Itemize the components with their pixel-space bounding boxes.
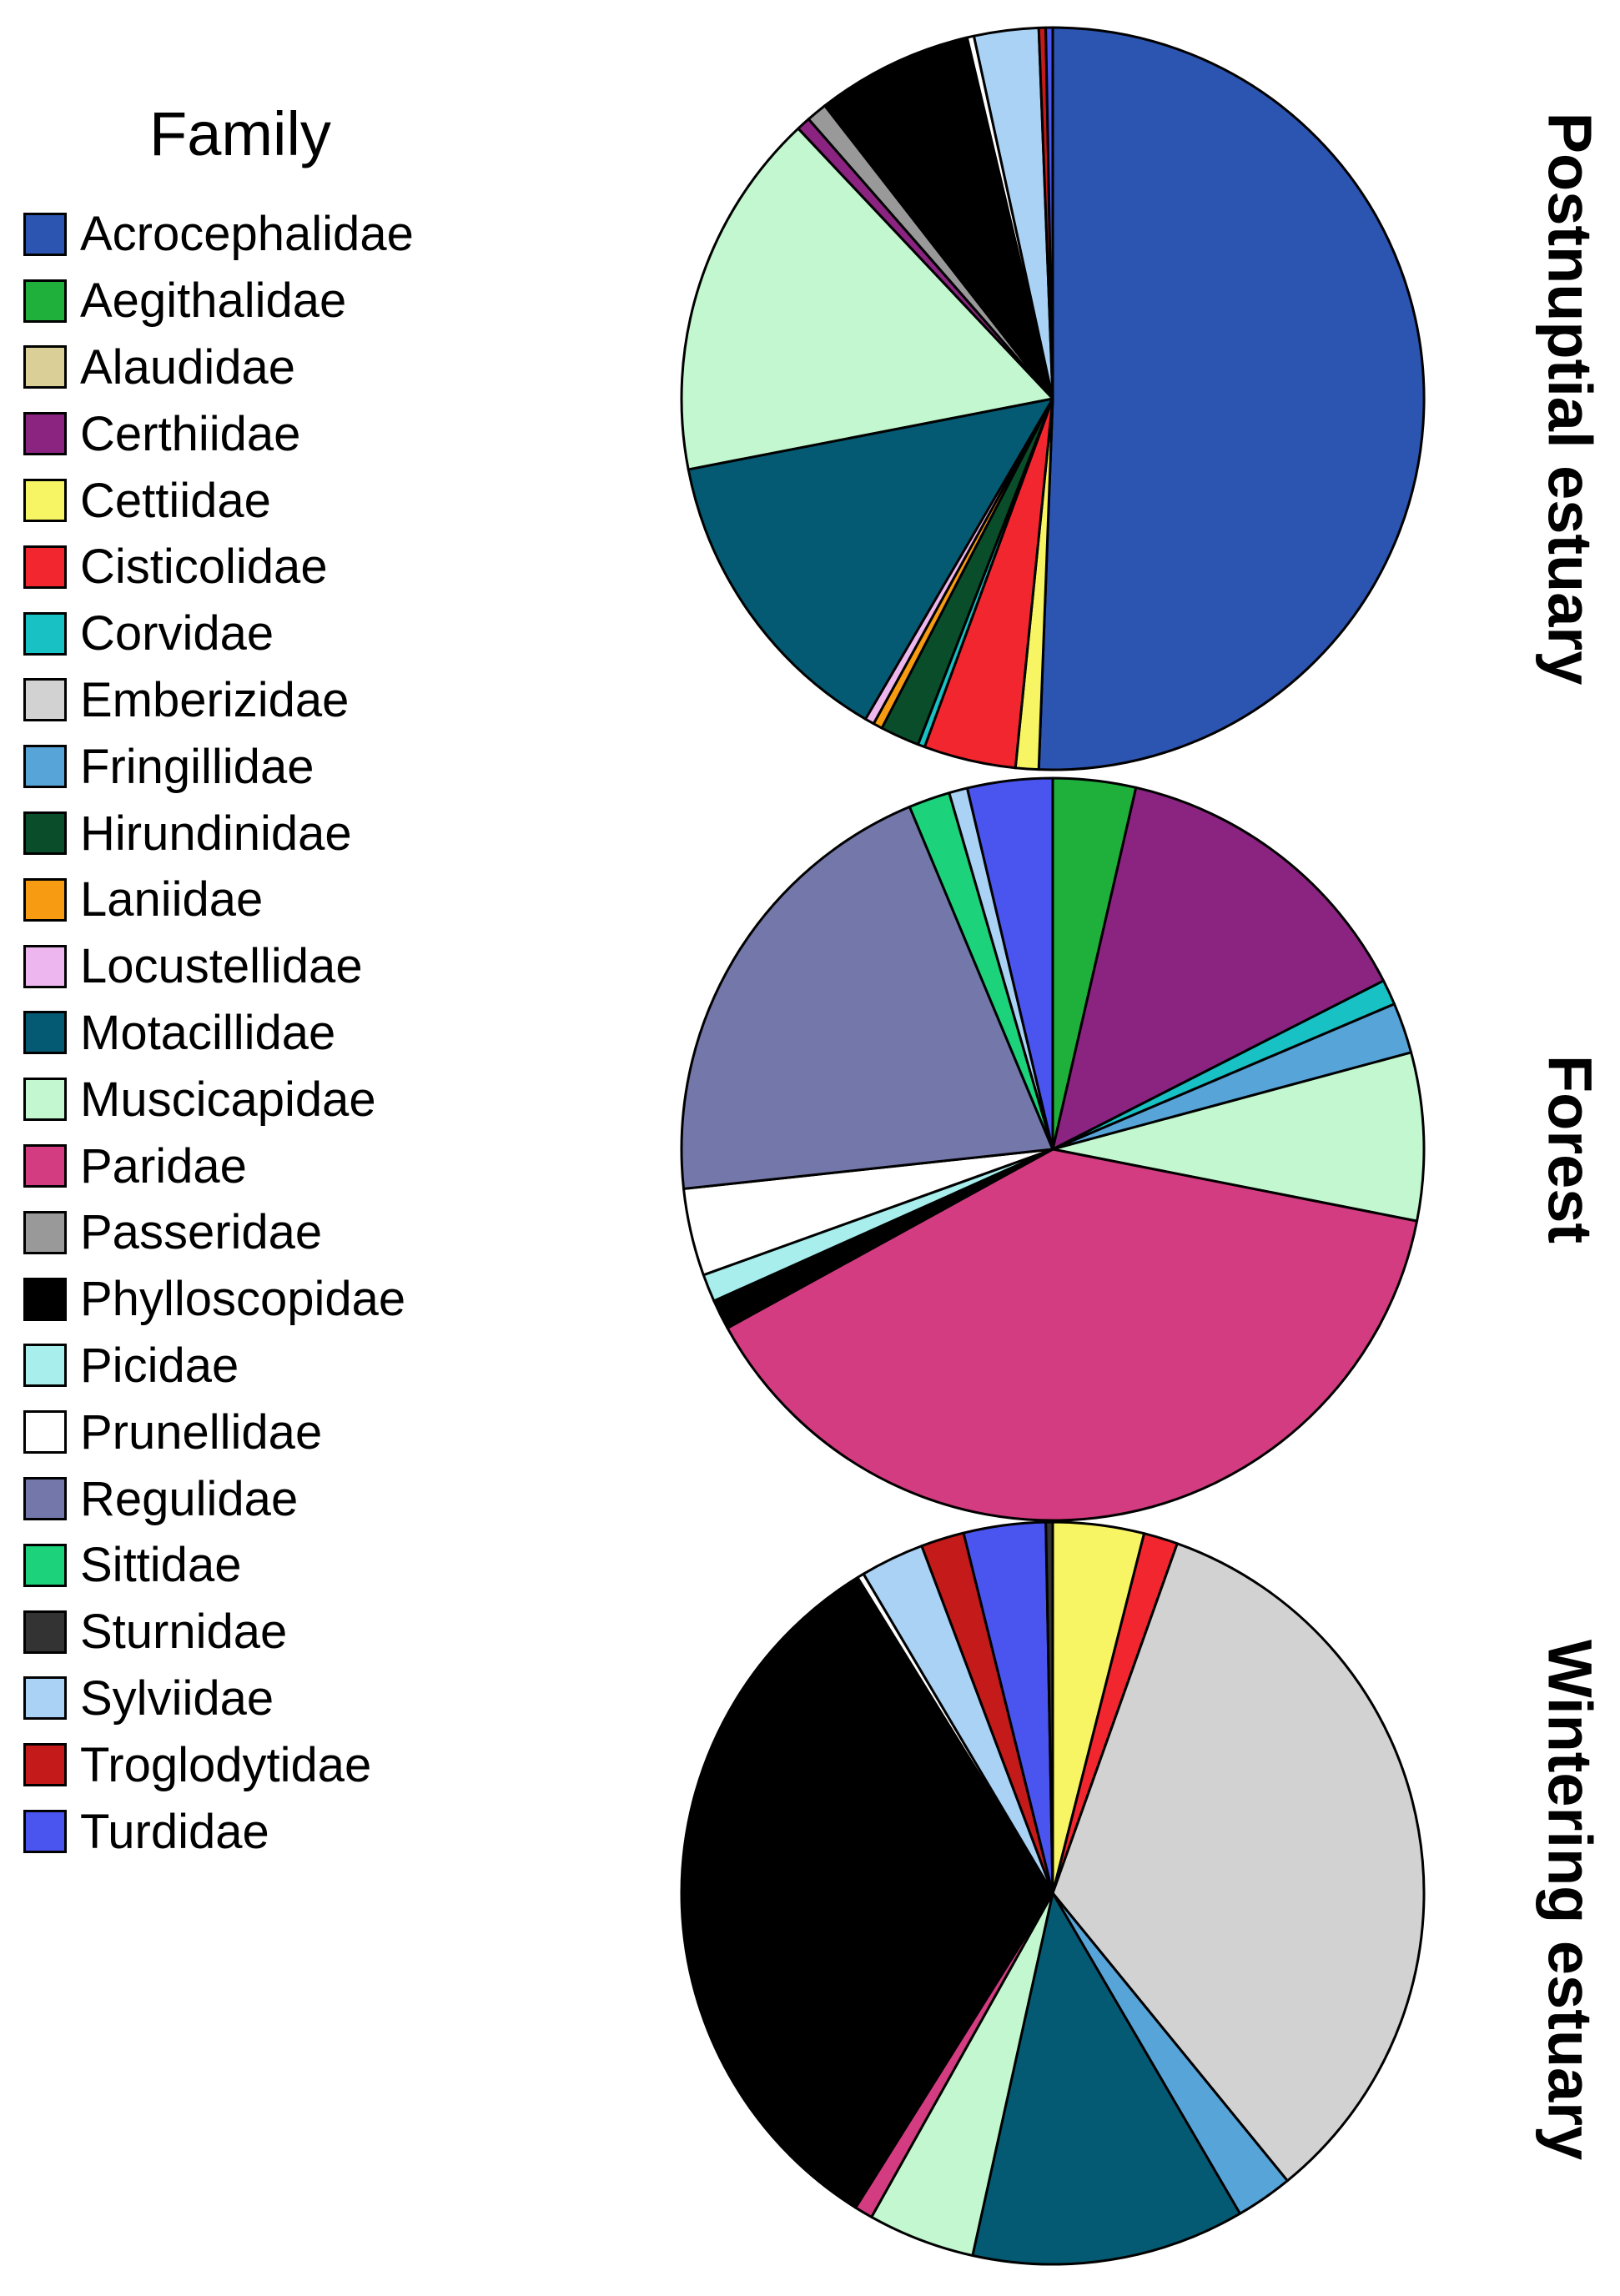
legend-label: Sturnidae	[80, 1605, 288, 1660]
pie-slice	[823, 36, 1054, 400]
legend-swatch	[23, 811, 67, 856]
legend-swatch	[23, 1410, 67, 1454]
legend: Family Acrocephalidae Aegithalidae Alaudid…	[23, 98, 541, 1865]
pie-slice	[1044, 1520, 1054, 1895]
legend-label: Locustellidae	[80, 939, 363, 994]
legend-item: Laniidae	[23, 867, 541, 933]
legend-label: Corvidae	[80, 606, 274, 661]
legend-label: Picidae	[80, 1338, 239, 1393]
legend-item: Sittidae	[23, 1532, 541, 1599]
legend-label: Sylviidae	[80, 1671, 274, 1726]
legend-item: Picidae	[23, 1333, 541, 1399]
legend-item: Fringillidae	[23, 733, 541, 800]
pie-slice	[1051, 1051, 1426, 1223]
legend-swatch	[23, 1543, 67, 1587]
legend-label: Prunellidae	[80, 1404, 323, 1459]
pie-title: Postnuptial estuary	[1536, 113, 1605, 686]
legend-swatch	[23, 877, 67, 922]
legend-swatch	[23, 479, 67, 523]
legend-label: Fringillidae	[80, 739, 314, 794]
legend-swatch	[23, 1810, 67, 1854]
legend-swatch	[23, 944, 67, 988]
legend-swatch	[23, 1676, 67, 1721]
legend-swatch	[23, 1144, 67, 1188]
legend-item: Phylloscopidae	[23, 1266, 541, 1333]
pie-chart	[680, 1520, 1426, 2266]
legend-swatch	[23, 412, 67, 456]
pie-slice	[1044, 26, 1054, 400]
legend-swatch	[23, 1078, 67, 1122]
legend-label: Troglodytidae	[80, 1737, 372, 1792]
legend-label: Hirundinidae	[80, 806, 352, 861]
legend-swatch	[23, 279, 67, 323]
legend-item: Regulidae	[23, 1465, 541, 1532]
legend-swatch	[23, 1210, 67, 1254]
legend-swatch	[23, 745, 67, 789]
legend-label: Passeridae	[80, 1205, 323, 1260]
legend-item: Passeridae	[23, 1199, 541, 1266]
legend-label: Aegithalidae	[80, 274, 347, 329]
pie-chart	[680, 26, 1426, 771]
pie-slice	[680, 127, 1054, 471]
legend-swatch	[23, 611, 67, 656]
pie-slice	[965, 776, 1054, 1151]
legend-item: Aegithalidae	[23, 268, 541, 334]
legend-swatch	[23, 1610, 67, 1654]
legend-item: Locustellidae	[23, 933, 541, 1000]
pie-slice	[680, 805, 1054, 1190]
legend-item: Hirundinidae	[23, 800, 541, 867]
legend-label: Emberizidae	[80, 672, 350, 727]
legend-label: Certhiidae	[80, 406, 301, 461]
legend-item: Corvidae	[23, 600, 541, 667]
legend-item: Sylviidae	[23, 1665, 541, 1732]
legend-item: Muscicapidae	[23, 1066, 541, 1133]
legend-swatch	[23, 1477, 67, 1521]
legend-item: Turdidae	[23, 1798, 541, 1865]
pie-slice	[971, 1892, 1241, 2266]
legend-item: Emberizidae	[23, 667, 541, 734]
legend-item: Certhiidae	[23, 400, 541, 467]
legend-item: Cisticolidae	[23, 534, 541, 600]
pie-chart	[680, 776, 1426, 1522]
legend-label: Motacillidae	[80, 1005, 336, 1060]
pie-title: Forest	[1536, 1055, 1605, 1243]
pie-slice	[680, 1575, 1054, 2209]
legend-swatch	[23, 1011, 67, 1055]
legend-swatch	[23, 678, 67, 722]
legend-item: Sturnidae	[23, 1599, 541, 1665]
legend-swatch	[23, 1743, 67, 1787]
pie-slice	[1037, 26, 1426, 771]
legend-title: Family	[149, 99, 331, 168]
legend-item: Motacillidae	[23, 1000, 541, 1067]
legend-swatch	[23, 545, 67, 589]
legend-label: Cisticolidae	[80, 540, 328, 595]
pie-slice	[1051, 1542, 1426, 2183]
pie-slice	[687, 397, 1054, 721]
legend-label: Cettiidae	[80, 473, 271, 528]
legend-label: Laniidae	[80, 872, 264, 927]
legend-swatch	[23, 1277, 67, 1321]
legend-item: Alaudidae	[23, 334, 541, 401]
pie-slice	[726, 1148, 1419, 1522]
pie-slice	[1051, 786, 1385, 1151]
legend-swatch	[23, 212, 67, 256]
legend-label: Sittidae	[80, 1538, 242, 1593]
legend-swatch	[23, 345, 67, 389]
legend-label: Acrocephalidae	[80, 207, 414, 262]
legend-label: Turdidae	[80, 1804, 269, 1859]
legend-label: Paridae	[80, 1138, 247, 1193]
legend-label: Phylloscopidae	[80, 1272, 406, 1327]
legend-item: Troglodytidae	[23, 1731, 541, 1798]
legend-item: Cettiidae	[23, 467, 541, 534]
legend-label: Regulidae	[80, 1471, 299, 1526]
legend-swatch	[23, 1344, 67, 1388]
legend-label: Muscicapidae	[80, 1072, 376, 1127]
legend-item: Paridae	[23, 1133, 541, 1199]
legend-label: Alaudidae	[80, 339, 295, 394]
legend-list: Acrocephalidae Aegithalidae Alaudidae Certh…	[23, 201, 541, 1865]
legend-item: Acrocephalidae	[23, 201, 541, 268]
legend-item: Prunellidae	[23, 1399, 541, 1465]
pie-title: Wintering estuary	[1536, 1640, 1605, 2160]
